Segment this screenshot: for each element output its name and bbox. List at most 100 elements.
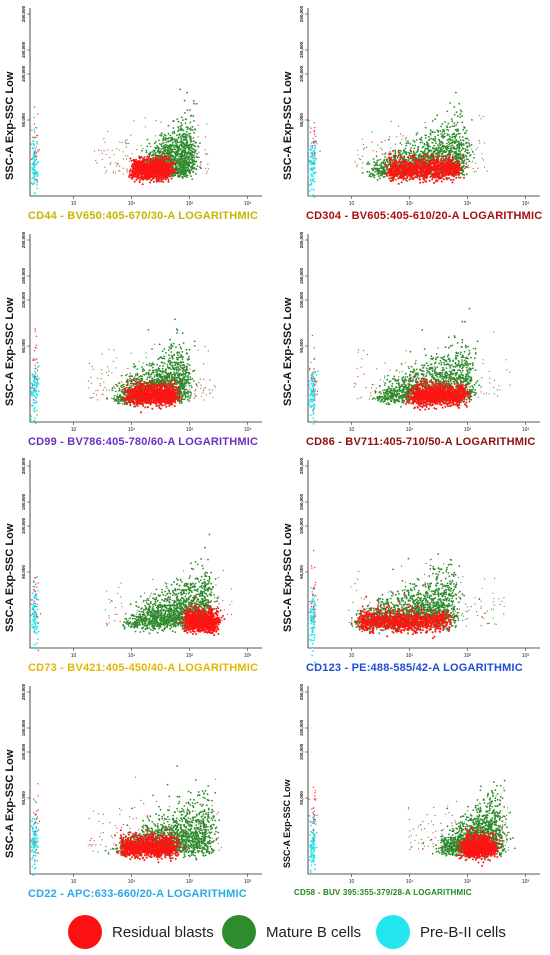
y-tick-label: 100,000 <box>299 291 304 308</box>
x-tick-label: 10¹ <box>406 653 414 659</box>
x-tick-label: 10 <box>71 201 77 207</box>
y-tick-label: 100,000 <box>21 65 26 82</box>
y-tick-label: 100,000 <box>21 291 26 308</box>
y-tick-label: 50,000 <box>21 565 26 579</box>
y-axis-label: SSC-A Exp-SSC Low <box>282 72 294 180</box>
scatter-points <box>29 318 217 425</box>
y-tick-label: 150,000 <box>299 41 304 58</box>
x-tick-label: 10² <box>464 201 472 207</box>
x-tick-label: 10³ <box>244 427 252 433</box>
y-tick-label: 250,000 <box>21 231 26 248</box>
y-tick-label: 150,000 <box>299 493 304 510</box>
x-tick-label: 10² <box>186 653 194 659</box>
legend-label: Residual blasts <box>112 924 214 941</box>
y-tick-label: 50,000 <box>21 113 26 127</box>
x-tick-label: 10³ <box>522 879 530 885</box>
axis-lines <box>29 234 262 423</box>
scatter-points <box>30 765 222 876</box>
scatter-points <box>308 779 516 873</box>
scatter-points <box>306 550 505 664</box>
legend-item-mature-b-cells: Mature B cells <box>222 912 361 952</box>
scatter-plot: 250,000 150,000 100,000 50,000 10 10¹ 10² 10³ <box>299 457 540 664</box>
y-tick-label: 150,000 <box>21 719 26 736</box>
y-axis-label: SSC-A Exp-SSC Low <box>4 750 16 858</box>
scatter-panel-6: 250,000 150,000 100,000 50,000 10 10¹ 10² 10³ SS… <box>278 452 548 678</box>
x-axis-label: CD44 - BV650:405-670/30-A LOGARITHMIC <box>28 210 258 222</box>
scatter-panel-8: 250,000 150,000 100,000 50,000 10 10¹ 10² 10³ SS… <box>278 678 548 904</box>
legend-label: Mature B cells <box>266 924 361 941</box>
x-tick-label: 10³ <box>244 201 252 207</box>
scatter-plot: 250,000 150,000 100,000 50,000 10 10¹ 10² 10³ <box>299 683 540 885</box>
x-tick-label: 10³ <box>522 427 530 433</box>
x-tick-label: 10² <box>186 201 194 207</box>
y-tick-label: 100,000 <box>21 517 26 534</box>
scatter-plot: 250,000 150,000 100,000 50,000 10 10¹ 10² 10³ <box>21 457 262 659</box>
y-tick-label: 150,000 <box>299 267 304 284</box>
axis-lines <box>307 686 540 875</box>
scatter-plot: 250,000 150,000 100,000 50,000 10 10¹ 10² 10³ <box>299 5 540 207</box>
y-tick-label: 150,000 <box>299 719 304 736</box>
x-axis-label: CD123 - PE:488-585/42-A LOGARITHMIC <box>306 662 523 674</box>
x-tick-label: 10¹ <box>128 427 136 433</box>
y-tick-label: 50,000 <box>299 113 304 127</box>
x-tick-label: 10 <box>349 427 355 433</box>
x-tick-label: 10³ <box>244 879 252 885</box>
scatter-panel-3: 250,000 150,000 100,000 50,000 10 10¹ 10² 10³ SS… <box>0 226 270 452</box>
axis-lines <box>307 460 540 649</box>
y-tick-label: 100,000 <box>299 743 304 760</box>
x-axis-label: CD99 - BV786:405-780/60-A LOGARITHMIC <box>28 436 258 448</box>
x-axis-label: CD86 - BV711:405-710/50-A LOGARITHMIC <box>306 436 536 448</box>
axis-lines <box>29 686 262 875</box>
x-tick-label: 10² <box>464 427 472 433</box>
y-tick-label: 250,000 <box>299 683 304 700</box>
y-tick-label: 250,000 <box>299 5 304 22</box>
scatter-panel-1: 250,000 150,000 100,000 50,000 10 10¹ 10² 10³ SS… <box>0 0 270 226</box>
x-tick-label: 10 <box>71 879 77 885</box>
x-tick-label: 10¹ <box>128 653 136 659</box>
y-tick-label: 50,000 <box>21 339 26 353</box>
y-tick-label: 250,000 <box>21 457 26 474</box>
y-tick-label: 50,000 <box>299 791 304 805</box>
x-axis-label: CD304 - BV605:405-610/20-A LOGARITHMIC <box>306 210 542 222</box>
y-tick-label: 250,000 <box>21 5 26 22</box>
x-axis-label: CD22 - APC:633-660/20-A LOGARITHMIC <box>28 888 247 900</box>
scatter-panel-7: 250,000 150,000 100,000 50,000 10 10¹ 10² 10³ SS… <box>0 678 270 904</box>
x-tick-label: 10¹ <box>406 427 414 433</box>
x-tick-label: 10¹ <box>128 879 136 885</box>
scatter-points <box>30 88 210 197</box>
y-tick-label: 100,000 <box>21 743 26 760</box>
x-tick-label: 10² <box>186 427 194 433</box>
y-tick-label: 150,000 <box>21 493 26 510</box>
y-tick-label: 50,000 <box>299 565 304 579</box>
x-tick-label: 10 <box>349 879 355 885</box>
y-axis-label: SSC-A Exp-SSC Low <box>4 298 16 406</box>
legend-item-pre-b-ii-cells: Pre-B-II cells <box>376 912 506 952</box>
scatter-points <box>29 533 233 652</box>
x-tick-label: 10³ <box>244 653 252 659</box>
x-axis-label: CD73 - BV421:405-450/40-A LOGARITHMIC <box>28 662 258 674</box>
scatter-plot: 250,000 150,000 100,000 50,000 10 10¹ 10² 10³ <box>21 231 262 433</box>
scatter-plot: 250,000 150,000 100,000 50,000 10 10¹ 10² 10³ <box>21 683 262 885</box>
x-tick-label: 10 <box>71 653 77 659</box>
x-tick-label: 10² <box>464 879 472 885</box>
legend: Residual blasts Mature B cells Pre-B-II … <box>0 912 550 952</box>
axis-lines <box>307 234 540 423</box>
y-axis-label: SSC-A Exp-SSC Low <box>4 524 16 632</box>
y-tick-label: 250,000 <box>299 457 304 474</box>
y-tick-label: 250,000 <box>21 683 26 700</box>
y-tick-label: 100,000 <box>299 517 304 534</box>
y-tick-label: 50,000 <box>21 791 26 805</box>
x-tick-label: 10¹ <box>406 201 414 207</box>
scatter-points <box>306 91 488 198</box>
x-tick-label: 10¹ <box>128 201 136 207</box>
axis-lines <box>29 8 262 197</box>
x-tick-label: 10² <box>464 653 472 659</box>
y-axis-label: SSC-A Exp-SSC Low <box>282 524 294 632</box>
y-tick-label: 150,000 <box>21 41 26 58</box>
scatter-panel-4: 250,000 150,000 100,000 50,000 10 10¹ 10² 10³ SS… <box>278 226 548 452</box>
y-axis-label: SSC-A Exp-SSC Low <box>4 72 16 180</box>
y-tick-label: 50,000 <box>299 339 304 353</box>
scatter-points <box>308 307 511 425</box>
y-axis-label: SSC-A Exp-SSC Low <box>282 779 292 868</box>
